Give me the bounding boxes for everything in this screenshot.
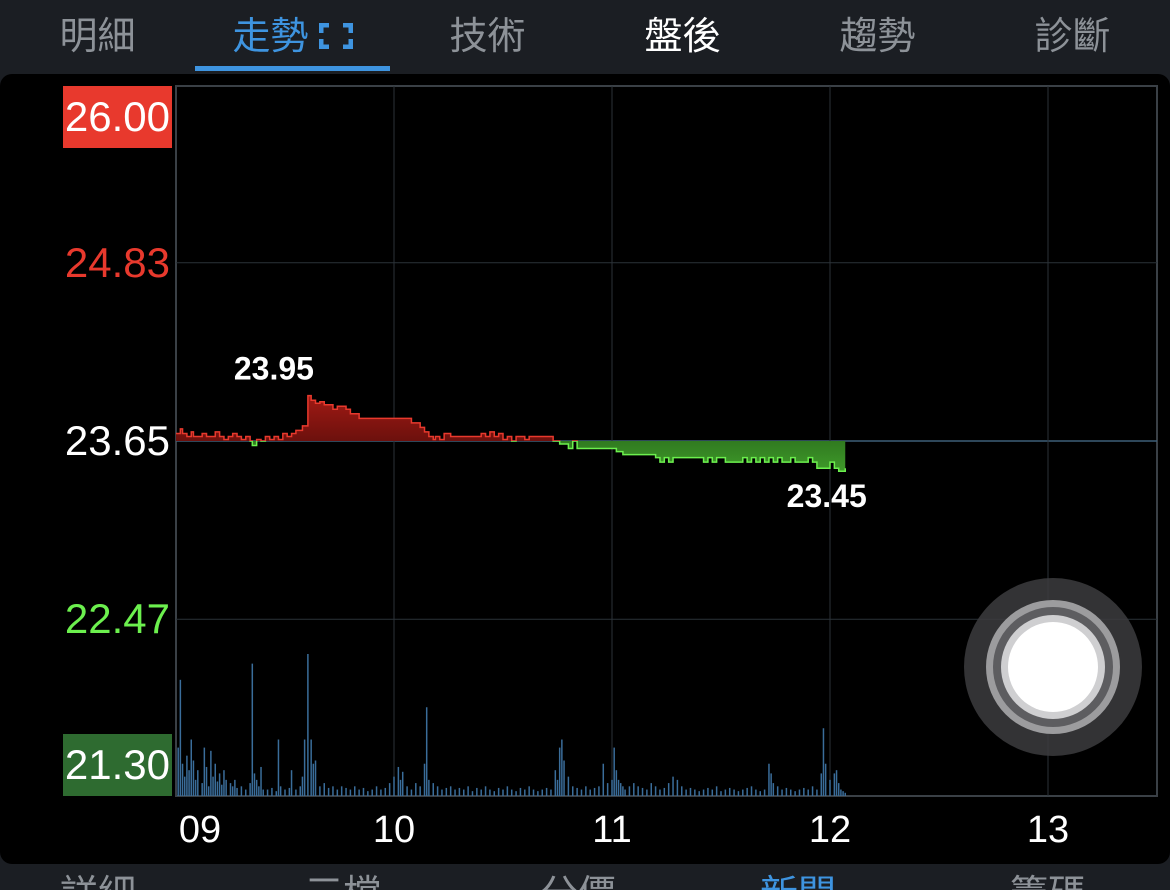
x-tick-label: 11 [592, 809, 631, 851]
tab-diagnosis-label: 診斷 [1034, 14, 1111, 58]
bottom-tab-news[interactable]: 新聞 [760, 874, 836, 890]
tab-technical-label: 技術 [449, 14, 526, 58]
tab-diagnosis[interactable]: 診斷 [975, 8, 1170, 64]
bottom-tab-detail[interactable]: 詳細 [60, 874, 136, 890]
y-axis-label: 21.30 [62, 734, 172, 796]
price-line-up [176, 394, 578, 441]
high-price-label: 23.95 [234, 351, 314, 387]
tab-after-hours[interactable]: 盤後 [585, 8, 780, 64]
y-axis-label: 24.83 [64, 238, 170, 286]
tab-after-hours-label: 盤後 [644, 14, 721, 58]
price-area-up [176, 395, 846, 441]
x-tick-label: 09 [179, 809, 221, 851]
chart-panel[interactable]: 09 10 11 12 13 23.95 23.45 26.00 24.83 23.65 22.4… [0, 74, 1170, 864]
low-price-label: 23.45 [787, 478, 867, 514]
assistive-touch-core [1008, 622, 1098, 712]
assistive-touch-button[interactable] [964, 578, 1142, 756]
tab-technical[interactable]: 技術 [390, 8, 585, 64]
y-axis-label: 23.65 [64, 417, 170, 464]
y-axis-label: 22.47 [64, 595, 170, 643]
tab-tendency[interactable]: 趨勢 [780, 8, 975, 64]
tab-trend[interactable]: 走勢 [195, 8, 390, 64]
bottom-tab-chips[interactable]: 籌碼 [1010, 874, 1086, 890]
active-tab-underline [195, 66, 390, 71]
expand-icon[interactable] [318, 8, 353, 64]
tab-tendency-label: 趨勢 [839, 14, 916, 58]
tab-detail-label: 明細 [59, 14, 136, 58]
intraday-chart[interactable]: 09 10 11 12 13 23.95 23.45 [0, 74, 1170, 864]
price-line-down [249, 441, 847, 472]
tab-detail[interactable]: 明細 [0, 8, 195, 64]
bottom-tab-row: 詳細 三檔 分價 新聞 籌碼 [0, 864, 1170, 890]
bottom-tab-orderbook[interactable]: 三檔 [305, 874, 381, 890]
x-tick-label: 13 [1027, 809, 1069, 851]
tab-trend-label: 走勢 [232, 14, 309, 58]
x-tick-label: 12 [809, 809, 851, 851]
price-area-down [176, 441, 846, 472]
y-axis-label: 26.00 [62, 86, 172, 148]
tab-bar: 明細 走勢 技術 盤後 趨勢 診斷 [0, 0, 1170, 74]
bottom-tab-price-dist[interactable]: 分價 [540, 874, 616, 890]
x-tick-label: 10 [373, 809, 415, 851]
